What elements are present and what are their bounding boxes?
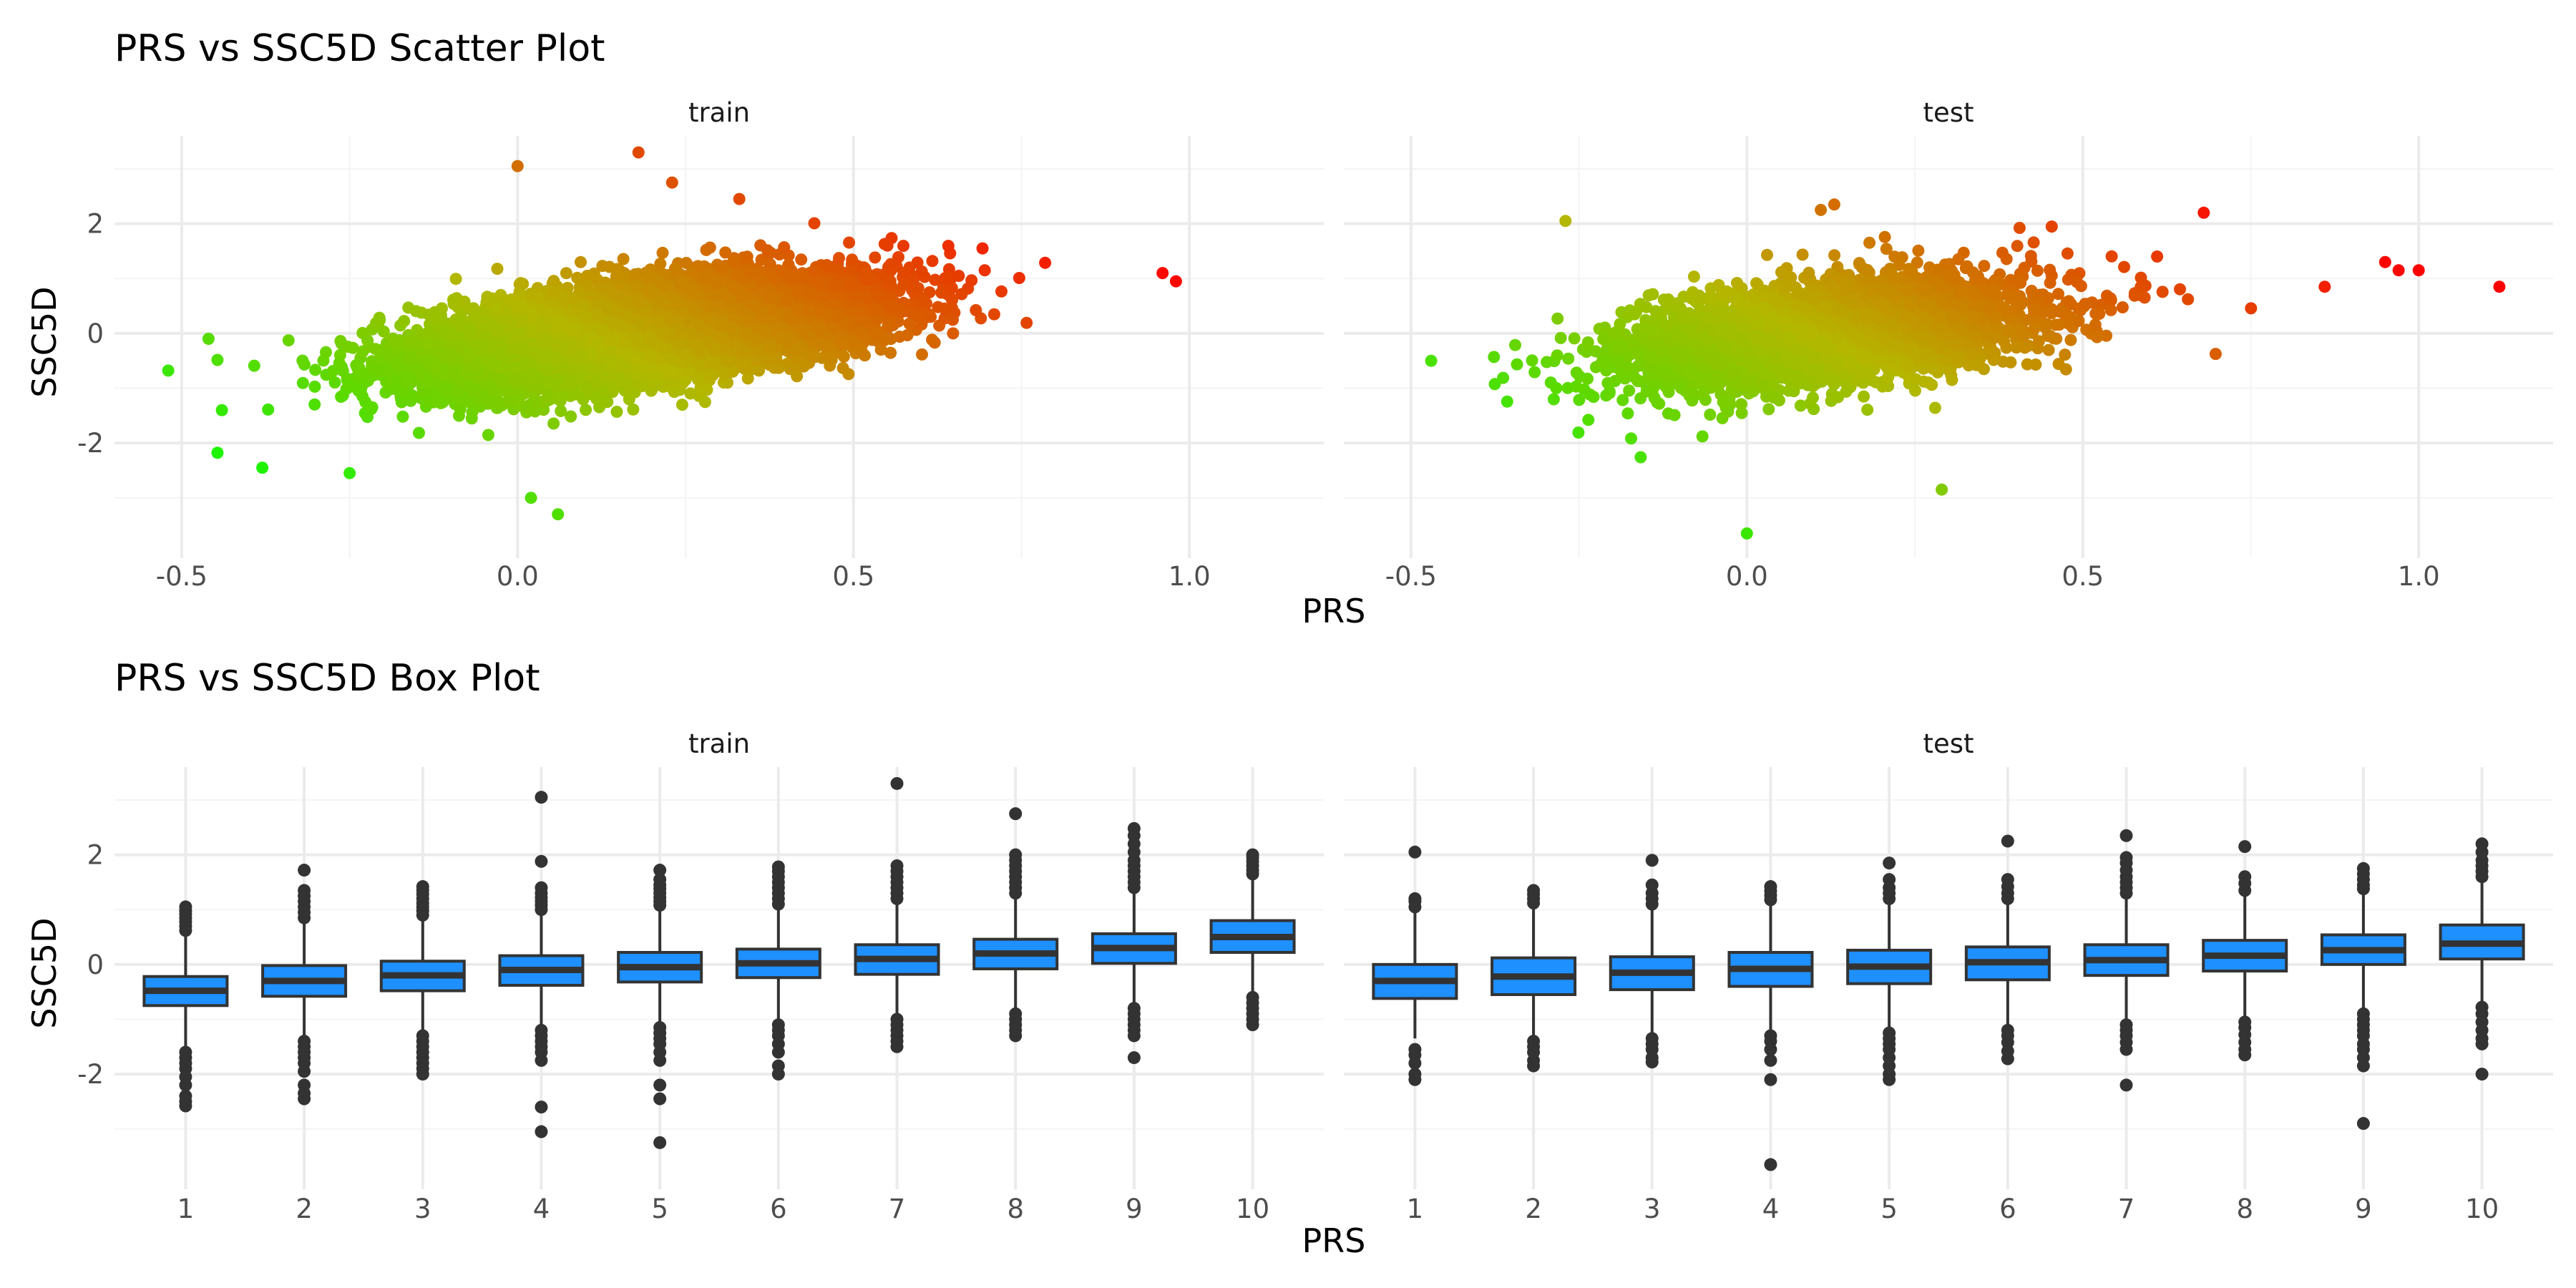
scatter-point bbox=[833, 252, 845, 265]
scatter-point bbox=[326, 365, 339, 377]
scatter-point bbox=[698, 396, 711, 409]
scatter-point bbox=[869, 251, 882, 264]
scatter-point bbox=[1020, 316, 1033, 329]
scatter-point bbox=[308, 398, 321, 411]
scatter-point bbox=[398, 315, 411, 328]
scatter-point bbox=[987, 308, 1000, 321]
scatter-point bbox=[560, 267, 572, 280]
scatter-point bbox=[248, 359, 260, 372]
scatter-point bbox=[580, 404, 592, 416]
scatter-point bbox=[617, 253, 630, 265]
scatter-point bbox=[929, 273, 942, 286]
scatter-point bbox=[719, 246, 732, 259]
scatter-train-points bbox=[162, 146, 1182, 521]
scatter-point bbox=[843, 236, 856, 249]
scatter-panel-train: train -0.5 0.0 0.5 1.0 -202 bbox=[77, 97, 1324, 592]
scatter-point bbox=[413, 426, 425, 439]
scatter-point bbox=[565, 410, 577, 423]
scatter-point bbox=[675, 399, 688, 411]
scatter-point bbox=[211, 447, 224, 459]
scatter-point bbox=[926, 255, 939, 268]
scatter-point bbox=[547, 417, 560, 430]
scatter-point bbox=[215, 404, 228, 416]
scatter-strip-train: train bbox=[688, 97, 750, 128]
scatter-point bbox=[952, 270, 965, 282]
scatter-chart-title: PRS vs SSC5D Scatter Plot bbox=[114, 27, 605, 70]
scatter-point bbox=[296, 376, 309, 389]
scatter-point bbox=[396, 410, 409, 423]
scatter-point bbox=[211, 353, 224, 366]
scatter-point bbox=[939, 272, 952, 284]
scatter-point bbox=[795, 253, 808, 266]
scatter-point bbox=[465, 412, 478, 425]
scatter-point bbox=[700, 243, 713, 256]
scatter-point bbox=[978, 264, 991, 277]
scatter-point bbox=[555, 404, 567, 417]
scatter-point bbox=[571, 271, 584, 284]
scatter-point bbox=[328, 376, 341, 389]
scatter-point bbox=[610, 406, 623, 418]
scatter-point bbox=[884, 346, 897, 359]
scatter-point bbox=[654, 258, 667, 270]
scatter-point bbox=[1013, 272, 1025, 284]
